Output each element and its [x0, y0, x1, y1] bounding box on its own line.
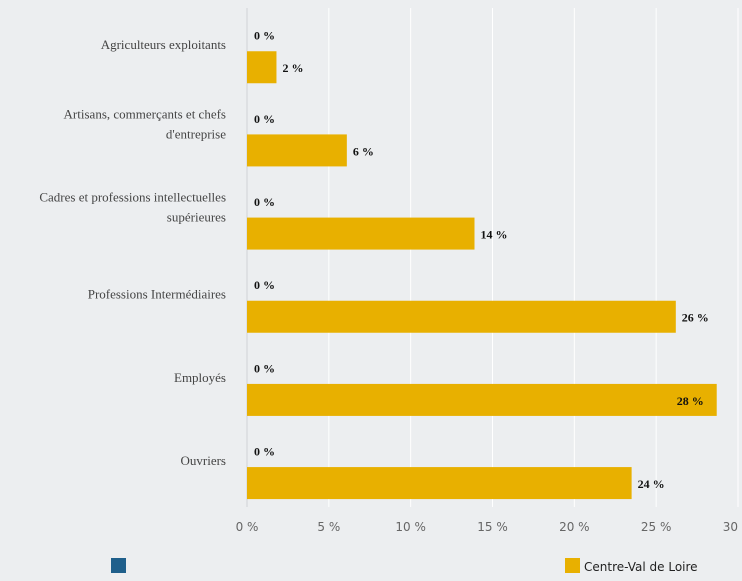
bar-series-2-2 — [247, 217, 475, 250]
data-label-series-1-0: 0 % — [254, 29, 275, 43]
data-label-series-2-2: 14 % — [480, 228, 507, 242]
x-tick-label-1: 5 % — [317, 520, 340, 534]
x-tick-label-4: 20 % — [559, 520, 590, 534]
data-label-series-2-3: 26 % — [682, 311, 709, 325]
category-label-2-line-0: Cadres et professions intellectuelles — [39, 190, 226, 205]
legend-swatch-series-1[interactable] — [111, 558, 126, 573]
category-label-5: Ouvriers — [181, 453, 227, 468]
legend-label-series-2[interactable]: Centre-Val de Loire — [584, 560, 698, 574]
data-label-series-1-1: 0 % — [254, 112, 275, 126]
data-label-series-2-5: 24 % — [638, 477, 665, 491]
category-label-4: Employés — [174, 370, 226, 385]
x-tick-label-6: 30 % — [723, 520, 742, 534]
x-tick-label-5: 25 % — [641, 520, 672, 534]
bar-series-2-1 — [247, 134, 347, 167]
category-label-3: Professions Intermédiaires — [88, 287, 226, 302]
x-tick-label-0: 0 % — [236, 520, 259, 534]
bar-series-2-4 — [247, 383, 717, 416]
x-tick-label-3: 15 % — [477, 520, 508, 534]
data-label-series-1-3: 0 % — [254, 278, 275, 292]
data-label-series-2-0: 2 % — [282, 61, 303, 75]
data-label-series-1-4: 0 % — [254, 361, 275, 375]
category-label-2-line-1: supérieures — [167, 210, 226, 225]
data-label-series-2-1: 6 % — [353, 144, 374, 158]
bar-series-2-3 — [247, 300, 676, 333]
x-tick-label-2: 10 % — [395, 520, 426, 534]
bar-series-2-0 — [247, 51, 277, 84]
bar-series-2-5 — [247, 467, 632, 500]
legend-swatch-series-2[interactable] — [565, 558, 580, 573]
category-label-1-line-1: d'entreprise — [166, 126, 226, 141]
data-label-series-1-5: 0 % — [254, 444, 275, 458]
data-label-series-1-2: 0 % — [254, 195, 275, 209]
category-label-0: Agriculteurs exploitants — [101, 37, 226, 52]
category-label-1-line-0: Artisans, commerçants et chefs — [64, 106, 226, 121]
data-label-series-2-4: 28 % — [677, 394, 704, 408]
